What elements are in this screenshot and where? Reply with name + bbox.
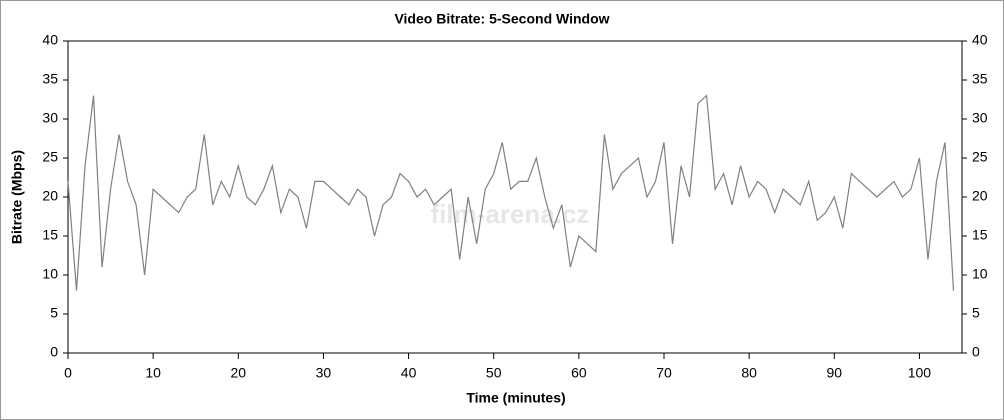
x-tick-label: 10: [145, 365, 161, 381]
y-tick-label: 25: [42, 149, 58, 165]
x-tick-label: 20: [230, 365, 246, 381]
chart-title: Video Bitrate: 5-Second Window: [394, 11, 609, 27]
x-tick-label: 0: [64, 365, 72, 381]
y-tick-label: 20: [42, 188, 58, 204]
y2-tick-label: 40: [972, 32, 988, 48]
y-tick-label: 30: [42, 110, 58, 126]
y-tick-label: 0: [50, 344, 58, 360]
x-tick-label: 100: [908, 365, 932, 381]
y-tick-label: 35: [42, 71, 58, 87]
y2-tick-label: 20: [972, 188, 988, 204]
x-tick-label: 50: [486, 365, 502, 381]
y-tick-label: 10: [42, 266, 58, 282]
y2-tick-label: 35: [972, 71, 988, 87]
y2-tick-label: 5: [972, 305, 980, 321]
x-tick-label: 90: [826, 365, 842, 381]
y2-tick-label: 30: [972, 110, 988, 126]
y2-tick-label: 0: [972, 344, 980, 360]
x-tick-label: 70: [656, 365, 672, 381]
bitrate-line: [67, 94, 955, 291]
x-tick-label: 30: [316, 365, 332, 381]
x-tick-label: 80: [741, 365, 757, 381]
y2-tick-label: 10: [972, 266, 988, 282]
y-tick-label: 15: [42, 227, 58, 243]
x-tick-label: 60: [571, 365, 587, 381]
y2-tick-label: 15: [972, 227, 988, 243]
y-axis-label: Bitrate (Mbps): [9, 150, 25, 244]
y2-tick-label: 25: [972, 149, 988, 165]
y-tick-label: 40: [42, 32, 58, 48]
x-axis-label: Time (minutes): [466, 390, 565, 406]
x-tick-label: 40: [401, 365, 417, 381]
y-tick-label: 5: [50, 305, 58, 321]
